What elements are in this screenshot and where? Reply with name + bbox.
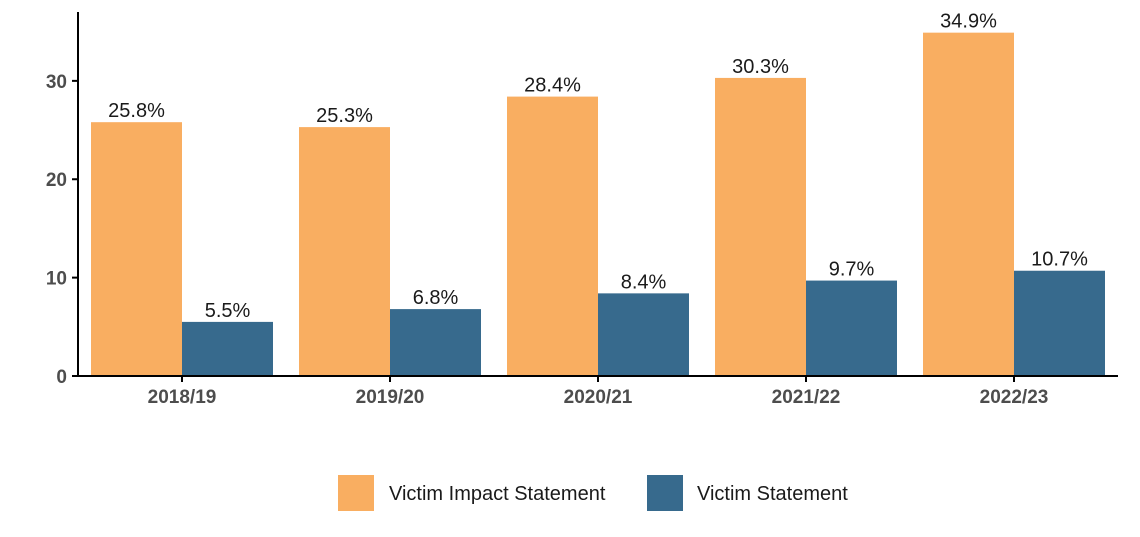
data-label-victim-statement-2020-21: 8.4% xyxy=(621,271,667,293)
y-tick-label-30: 30 xyxy=(46,72,67,93)
bar-victim-impact-statement-2019-20 xyxy=(299,127,390,377)
x-tick-label-2018-19: 2018/19 xyxy=(148,387,217,408)
y-axis-ticks: 0 10 20 30 xyxy=(46,72,78,388)
x-tick-label-2020-21: 2020/21 xyxy=(564,387,633,408)
bars-layer xyxy=(91,32,1105,377)
bar-victim-impact-statement-2021-22 xyxy=(715,77,806,376)
legend-label-victim-impact-statement: Victim Impact Statement xyxy=(389,483,606,505)
x-tick-label-2021-22: 2021/22 xyxy=(772,387,841,408)
data-label-victim-statement-2022-23: 10.7% xyxy=(1031,249,1088,271)
data-label-victim-statement-2021-22: 9.7% xyxy=(829,259,875,281)
data-label-victim-impact-statement-2019-20: 25.3% xyxy=(316,105,373,127)
bar-victim-statement-2022-23 xyxy=(1014,270,1105,376)
bar-victim-impact-statement-2022-23 xyxy=(923,32,1014,377)
data-label-victim-statement-2018-19: 5.5% xyxy=(205,300,251,322)
data-label-victim-impact-statement-2021-22: 30.3% xyxy=(732,56,789,78)
data-label-victim-impact-statement-2018-19: 25.8% xyxy=(108,100,165,122)
bar-victim-statement-2019-20 xyxy=(390,309,481,376)
data-label-victim-statement-2019-20: 6.8% xyxy=(413,287,459,309)
x-tick-label-2022-23: 2022/23 xyxy=(980,387,1049,408)
y-tick-label-0: 0 xyxy=(56,367,67,388)
data-label-victim-impact-statement-2020-21: 28.4% xyxy=(524,75,581,97)
bar-victim-statement-2020-21 xyxy=(598,293,689,376)
bar-victim-statement-2021-22 xyxy=(806,280,897,376)
legend-swatch-victim-statement xyxy=(647,475,683,511)
y-tick-label-20: 20 xyxy=(46,170,67,191)
value-labels-layer: 25.8% 5.5% 25.3% 6.8% 28.4% 8.4% 30.3% 9.7% 34.9… xyxy=(108,11,1088,322)
legend-label-victim-statement: Victim Statement xyxy=(697,483,848,505)
x-tick-label-2019-20: 2019/20 xyxy=(356,387,425,408)
bar-victim-impact-statement-2020-21 xyxy=(507,96,598,376)
x-axis-ticks: 2018/19 2019/20 2020/21 2021/22 2022/23 xyxy=(148,376,1049,408)
y-tick-label-10: 10 xyxy=(46,269,67,290)
bar-victim-impact-statement-2018-19 xyxy=(91,122,182,377)
legend-swatch-victim-impact-statement xyxy=(338,475,374,511)
data-label-victim-impact-statement-2022-23: 34.9% xyxy=(940,11,997,33)
bar-victim-statement-2018-19 xyxy=(182,321,273,376)
legend: Victim Impact Statement Victim Statement xyxy=(338,475,848,511)
